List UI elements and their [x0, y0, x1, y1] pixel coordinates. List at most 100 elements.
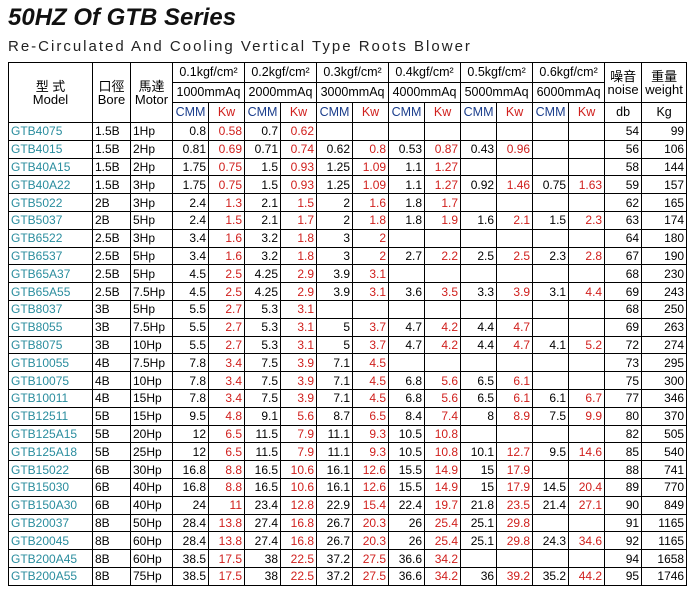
cell: 3Hp: [130, 175, 173, 195]
cell: 17.9: [496, 460, 534, 479]
cell: 4.4: [460, 335, 498, 355]
flow-header: CMM: [172, 102, 209, 123]
header-zh: 口徑: [98, 78, 125, 94]
cell: 62: [604, 193, 643, 212]
cell: 1.5B: [92, 157, 131, 177]
model-cell: GTB200A45: [8, 549, 93, 568]
row: GTB10055 4B 7.5Hp 7.8 3.4 7.5 3.9 7.1 4.5 73 295: [8, 353, 688, 373]
cell: 3.9: [316, 282, 354, 301]
cell: 4.8: [207, 406, 246, 426]
cell: 300: [641, 371, 688, 390]
cell: 1.5: [532, 210, 570, 230]
model-cell: GTB20045: [8, 531, 93, 551]
cell: 5.6: [280, 406, 318, 426]
cell: 38: [244, 566, 282, 586]
cell: [424, 122, 462, 141]
cell: 39.2: [496, 566, 534, 586]
cell: 3.9: [316, 264, 354, 284]
model-cell: GTB8055: [8, 317, 93, 337]
model-cell: GTB65A55: [8, 282, 93, 301]
model-cell: GTB125A15: [8, 424, 93, 444]
cell: [388, 122, 426, 141]
pressure: 0.2kgf/cm²: [244, 62, 318, 83]
flow-header: CMM: [460, 102, 498, 123]
model-cell: GTB4075: [8, 122, 93, 141]
cell: 4.7: [496, 317, 534, 337]
model-cell: GTB15030: [8, 477, 93, 497]
model-cell: GTB8075: [8, 335, 93, 355]
cell: 5.3: [244, 317, 282, 337]
model-cell: GTB4015: [8, 139, 93, 159]
cell: 295: [641, 353, 688, 373]
cell: [424, 264, 462, 284]
cell: 27.4: [244, 513, 282, 533]
cell: [532, 139, 570, 159]
height: 1000mmAq: [171, 82, 246, 103]
cell: [568, 299, 606, 319]
cell: 16.5: [244, 477, 282, 497]
cell: [496, 193, 534, 212]
cell: 2: [316, 193, 354, 212]
cell: 10.5: [388, 442, 426, 462]
cell: 24.3: [532, 531, 570, 551]
cell: 14.9: [424, 477, 462, 497]
cell: 7.9: [280, 442, 318, 462]
cell: [460, 193, 498, 212]
cell: 10Hp: [130, 335, 173, 355]
cell: 8.8: [207, 477, 246, 497]
cell: 2B: [92, 193, 131, 212]
cell: 7.5Hp: [130, 317, 173, 337]
power-header: Kw: [207, 102, 246, 123]
cell: 3.4: [207, 371, 246, 390]
cell: 7.8: [172, 353, 209, 373]
cell: 2.7: [207, 335, 246, 355]
cell: 1.8: [280, 228, 318, 248]
model-cell: GTB10011: [8, 388, 93, 408]
cell: 1.46: [496, 175, 534, 195]
cell: 5.5: [172, 299, 209, 319]
cell: 3B: [92, 317, 131, 337]
cell: 1.6: [207, 246, 246, 266]
cell: 6B: [92, 495, 131, 515]
model-cell: GTB15022: [8, 460, 93, 479]
cell: [496, 299, 534, 319]
cell: 80: [604, 406, 643, 426]
cell: 1.9: [424, 210, 462, 230]
cell: 370: [641, 406, 688, 426]
header-en: Motor: [134, 91, 169, 107]
cell: [460, 264, 498, 284]
model-cell: GTB40A22: [8, 175, 93, 195]
cell: 1746: [641, 566, 688, 586]
cell: 7.1: [316, 353, 354, 373]
cell: 2.1: [244, 210, 282, 230]
cell: [424, 299, 462, 319]
cell: 144: [641, 157, 688, 177]
cell: 17.9: [496, 477, 534, 497]
pressure: 0.5kgf/cm²: [460, 62, 534, 83]
cell: [568, 424, 606, 444]
cell: 16.5: [244, 460, 282, 479]
flow-header: CMM: [532, 102, 570, 123]
cell: 770: [641, 477, 688, 497]
cell: 2.7: [207, 317, 246, 337]
cell: 1.8: [388, 210, 426, 230]
cell: 6.7: [568, 388, 606, 408]
row: GTB5037 2B 5Hp 2.4 1.5 2.1 1.7 2 1.8 1.8 1.9 1.6 2.1…: [8, 210, 688, 230]
cell: 3.2: [244, 228, 282, 248]
cell: 2.2: [424, 246, 462, 266]
cell: 9.3: [352, 424, 390, 444]
cell: 1.27: [424, 175, 462, 195]
cell: 15: [460, 460, 498, 479]
cell: 22.9: [316, 495, 354, 515]
cell: 4.5: [172, 282, 209, 301]
cell: 6B: [92, 460, 131, 479]
cell: 9.1: [244, 406, 282, 426]
cell: 6.1: [496, 388, 534, 408]
cell: 5Hp: [130, 264, 173, 284]
cell: 5B: [92, 424, 131, 444]
cell: 346: [641, 388, 688, 408]
cell: 15.5: [388, 460, 426, 479]
pressure: 0.1kgf/cm²: [171, 62, 246, 83]
model-cell: GTB40A15: [8, 157, 93, 177]
cell: 540: [641, 442, 688, 462]
